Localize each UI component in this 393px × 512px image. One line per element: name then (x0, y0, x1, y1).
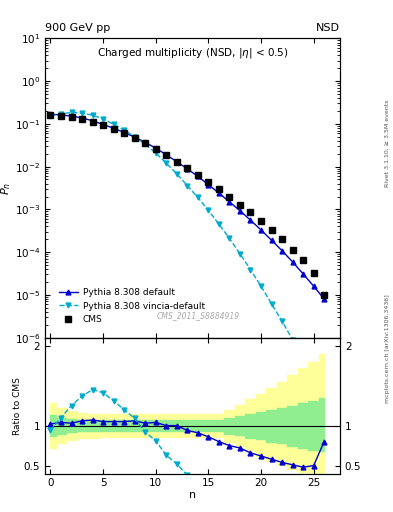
Pythia 8.308 default (101, 121, 105, 127)
Text: Rivet 3.1.10, ≥ 3.5M events: Rivet 3.1.10, ≥ 3.5M events (385, 100, 389, 187)
Pythia 8.308 vincia-default (90, 112, 95, 118)
Pythia 8.308 default (301, 271, 305, 277)
Pythia 8.308 vincia-default (122, 127, 127, 133)
Line: Pythia 8.308 vincia-default: Pythia 8.308 vincia-default (48, 110, 327, 400)
Pythia 8.308 default (174, 159, 179, 165)
Pythia 8.308 vincia-default (301, 356, 305, 362)
Pythia 8.308 vincia-default (69, 110, 74, 116)
Pythia 8.308 vincia-default (322, 394, 327, 400)
CMS (269, 227, 274, 233)
CMS (238, 201, 242, 207)
CMS (122, 130, 127, 136)
CMS (185, 164, 190, 170)
Pythia 8.308 default (69, 113, 74, 119)
CMS (280, 236, 285, 242)
Text: Charged multiplicity (NSD, $|\eta|$ < 0.5): Charged multiplicity (NSD, $|\eta|$ < 0.… (97, 46, 288, 60)
Pythia 8.308 default (80, 115, 84, 121)
Text: 900 GeV pp: 900 GeV pp (45, 23, 110, 33)
Pythia 8.308 vincia-default (195, 195, 200, 201)
Pythia 8.308 default (311, 283, 316, 289)
Pythia 8.308 vincia-default (269, 301, 274, 307)
CMS (164, 152, 169, 158)
Pythia 8.308 default (217, 190, 221, 196)
CMS (206, 179, 211, 185)
Pythia 8.308 vincia-default (238, 250, 242, 257)
CMS (322, 292, 327, 298)
Pythia 8.308 vincia-default (164, 160, 169, 166)
Pythia 8.308 vincia-default (311, 374, 316, 380)
CMS (101, 122, 105, 129)
CMS (195, 172, 200, 178)
CMS (311, 270, 316, 276)
CMS (69, 114, 74, 120)
Pythia 8.308 vincia-default (280, 318, 285, 325)
CMS (174, 159, 179, 165)
Pythia 8.308 vincia-default (80, 110, 84, 116)
Pythia 8.308 vincia-default (143, 141, 147, 147)
Pythia 8.308 default (280, 248, 285, 254)
Pythia 8.308 default (238, 208, 242, 214)
Pythia 8.308 vincia-default (132, 134, 137, 140)
CMS (48, 112, 53, 118)
Legend: Pythia 8.308 default, Pythia 8.308 vincia-default, CMS: Pythia 8.308 default, Pythia 8.308 vinci… (59, 288, 205, 324)
Pythia 8.308 default (269, 237, 274, 243)
Pythia 8.308 default (90, 118, 95, 124)
Pythia 8.308 default (111, 125, 116, 132)
CMS (227, 194, 232, 200)
CMS (143, 140, 147, 146)
Line: Pythia 8.308 default: Pythia 8.308 default (48, 112, 327, 302)
Pythia 8.308 default (206, 182, 211, 188)
Pythia 8.308 vincia-default (227, 236, 232, 242)
Text: mcplots.cern.ch [arXiv:1306.3436]: mcplots.cern.ch [arXiv:1306.3436] (385, 294, 389, 402)
Pythia 8.308 default (59, 112, 63, 118)
Pythia 8.308 vincia-default (101, 116, 105, 122)
Pythia 8.308 default (164, 152, 169, 158)
Pythia 8.308 default (143, 139, 147, 145)
Pythia 8.308 default (48, 111, 53, 117)
CMS (290, 246, 295, 252)
Text: NSD: NSD (316, 23, 340, 33)
CMS (132, 135, 137, 141)
Line: CMS: CMS (47, 112, 327, 298)
CMS (301, 257, 305, 263)
CMS (80, 116, 84, 122)
Pythia 8.308 default (322, 296, 327, 302)
Pythia 8.308 vincia-default (290, 336, 295, 343)
Pythia 8.308 vincia-default (59, 111, 63, 117)
Pythia 8.308 vincia-default (259, 283, 263, 289)
Pythia 8.308 default (153, 145, 158, 151)
Y-axis label: $P_n$: $P_n$ (0, 181, 13, 195)
Pythia 8.308 vincia-default (153, 150, 158, 156)
CMS (217, 186, 221, 192)
CMS (153, 146, 158, 152)
Pythia 8.308 default (122, 130, 127, 136)
Pythia 8.308 vincia-default (111, 121, 116, 127)
CMS (248, 209, 253, 216)
CMS (90, 119, 95, 125)
CMS (59, 113, 63, 119)
CMS (111, 126, 116, 132)
Pythia 8.308 vincia-default (206, 207, 211, 214)
Pythia 8.308 vincia-default (248, 267, 253, 273)
Pythia 8.308 default (290, 259, 295, 265)
Pythia 8.308 default (259, 227, 263, 233)
Pythia 8.308 vincia-default (185, 182, 190, 188)
CMS (259, 218, 263, 224)
Pythia 8.308 default (132, 134, 137, 140)
Pythia 8.308 default (248, 217, 253, 223)
Pythia 8.308 default (227, 199, 232, 205)
Pythia 8.308 default (185, 166, 190, 172)
Text: CMS_2011_S8884919: CMS_2011_S8884919 (157, 311, 240, 319)
Pythia 8.308 vincia-default (174, 170, 179, 177)
Pythia 8.308 vincia-default (48, 113, 53, 119)
Pythia 8.308 vincia-default (217, 221, 221, 227)
X-axis label: n: n (189, 490, 196, 500)
Y-axis label: Ratio to CMS: Ratio to CMS (13, 377, 22, 435)
Pythia 8.308 default (195, 174, 200, 180)
